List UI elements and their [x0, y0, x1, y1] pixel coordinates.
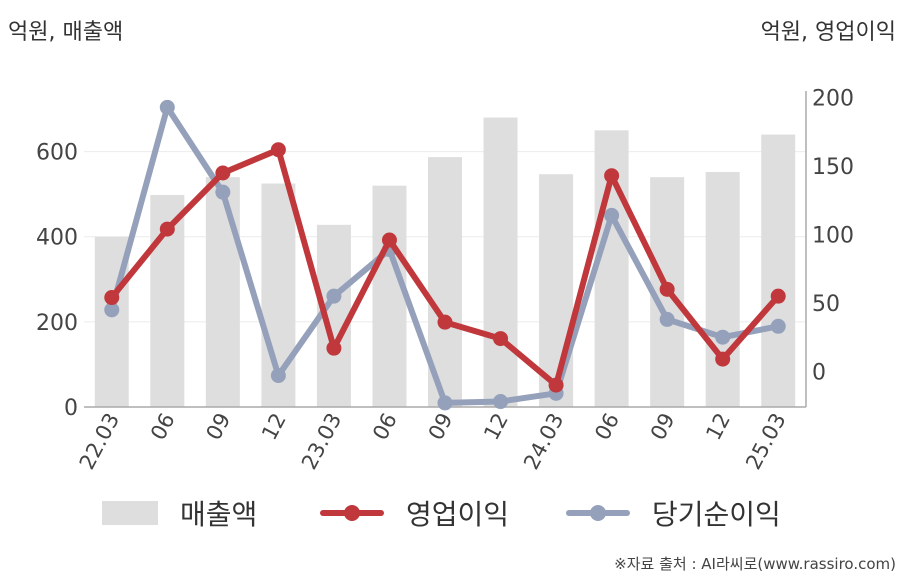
net-income-point	[215, 184, 231, 200]
sales-bar	[205, 177, 240, 407]
x-tick-label: 23.03	[297, 409, 346, 473]
net-income-point	[493, 394, 509, 410]
left-tick-label: 600	[36, 141, 78, 166]
sales-bar	[372, 185, 407, 407]
net-income-point	[770, 318, 786, 334]
legend-sales-swatch	[102, 501, 158, 525]
x-tick-label: 09	[424, 409, 458, 444]
net-income-point	[604, 207, 620, 223]
legend-operating-label: 영업이익	[406, 498, 510, 531]
sales-bar	[539, 174, 574, 407]
source-note: ※자료 출처 : AI라씨로(www.rassiro.com)	[614, 555, 896, 573]
net-income-point	[104, 302, 120, 318]
legend-sales-label: 매출액	[180, 498, 258, 531]
sales-bar	[483, 117, 518, 408]
x-tick-label: 12	[701, 409, 735, 444]
operating-income-point	[381, 232, 397, 248]
left-tick-label: 400	[36, 226, 78, 251]
left-tick-label: 0	[64, 396, 78, 421]
left-axis-unit: 억원, 매출액	[8, 20, 124, 45]
x-tick-label: 25.03	[741, 409, 790, 473]
legend-item-sales[interactable]: 매출액	[102, 490, 257, 536]
x-tick-label: 22.03	[75, 409, 124, 473]
x-tick-label: 12	[479, 409, 513, 444]
x-tick-label: 06	[368, 409, 402, 444]
sales-bar	[761, 134, 796, 407]
x-tick-label: 09	[202, 409, 236, 444]
operating-income-point	[659, 281, 675, 297]
x-tick-label: 09	[646, 409, 680, 444]
right-tick-label: 50	[812, 292, 840, 317]
profit-lines	[104, 99, 786, 411]
x-tick-label: 06	[146, 409, 180, 444]
right-tick-label: 200	[812, 87, 854, 112]
left-tick-label: 200	[36, 311, 78, 336]
legend-operating-swatch	[320, 501, 384, 525]
legend-item-net[interactable]: 당기순이익	[566, 490, 781, 536]
operating-income-point	[493, 331, 509, 347]
x-tick-label: 12	[257, 409, 291, 444]
legend-net-label: 당기순이익	[652, 498, 781, 531]
operating-income-point	[326, 340, 342, 356]
legend: 매출액 영업이익 당기순이익	[0, 490, 908, 536]
net-income-point	[326, 288, 342, 304]
operating-income-point	[770, 288, 786, 304]
right-tick-label: 0	[812, 360, 826, 385]
sales-bar	[705, 172, 740, 407]
x-tick-label: 24.03	[519, 409, 568, 473]
legend-net-swatch	[566, 501, 630, 525]
operating-income-point	[159, 221, 175, 237]
operating-income-point	[715, 351, 731, 367]
net-income-point	[437, 395, 453, 411]
net-income-point	[270, 368, 286, 384]
operating-income-point	[437, 314, 453, 330]
net-income-point	[659, 311, 675, 327]
operating-income-point	[104, 290, 120, 306]
right-tick-label: 100	[812, 224, 854, 249]
operating-income-point	[604, 168, 620, 184]
legend-item-operating[interactable]: 영업이익	[320, 490, 509, 536]
net-income-point	[159, 99, 175, 115]
x-tick-label: 06	[590, 409, 624, 444]
right-axis-unit: 억원, 영업이익	[760, 20, 896, 45]
net-income-point	[715, 329, 731, 345]
right-tick-label: 150	[812, 155, 854, 180]
operating-income-point	[548, 377, 564, 393]
operating-income-point	[215, 165, 231, 181]
operating-income-point	[270, 142, 286, 158]
